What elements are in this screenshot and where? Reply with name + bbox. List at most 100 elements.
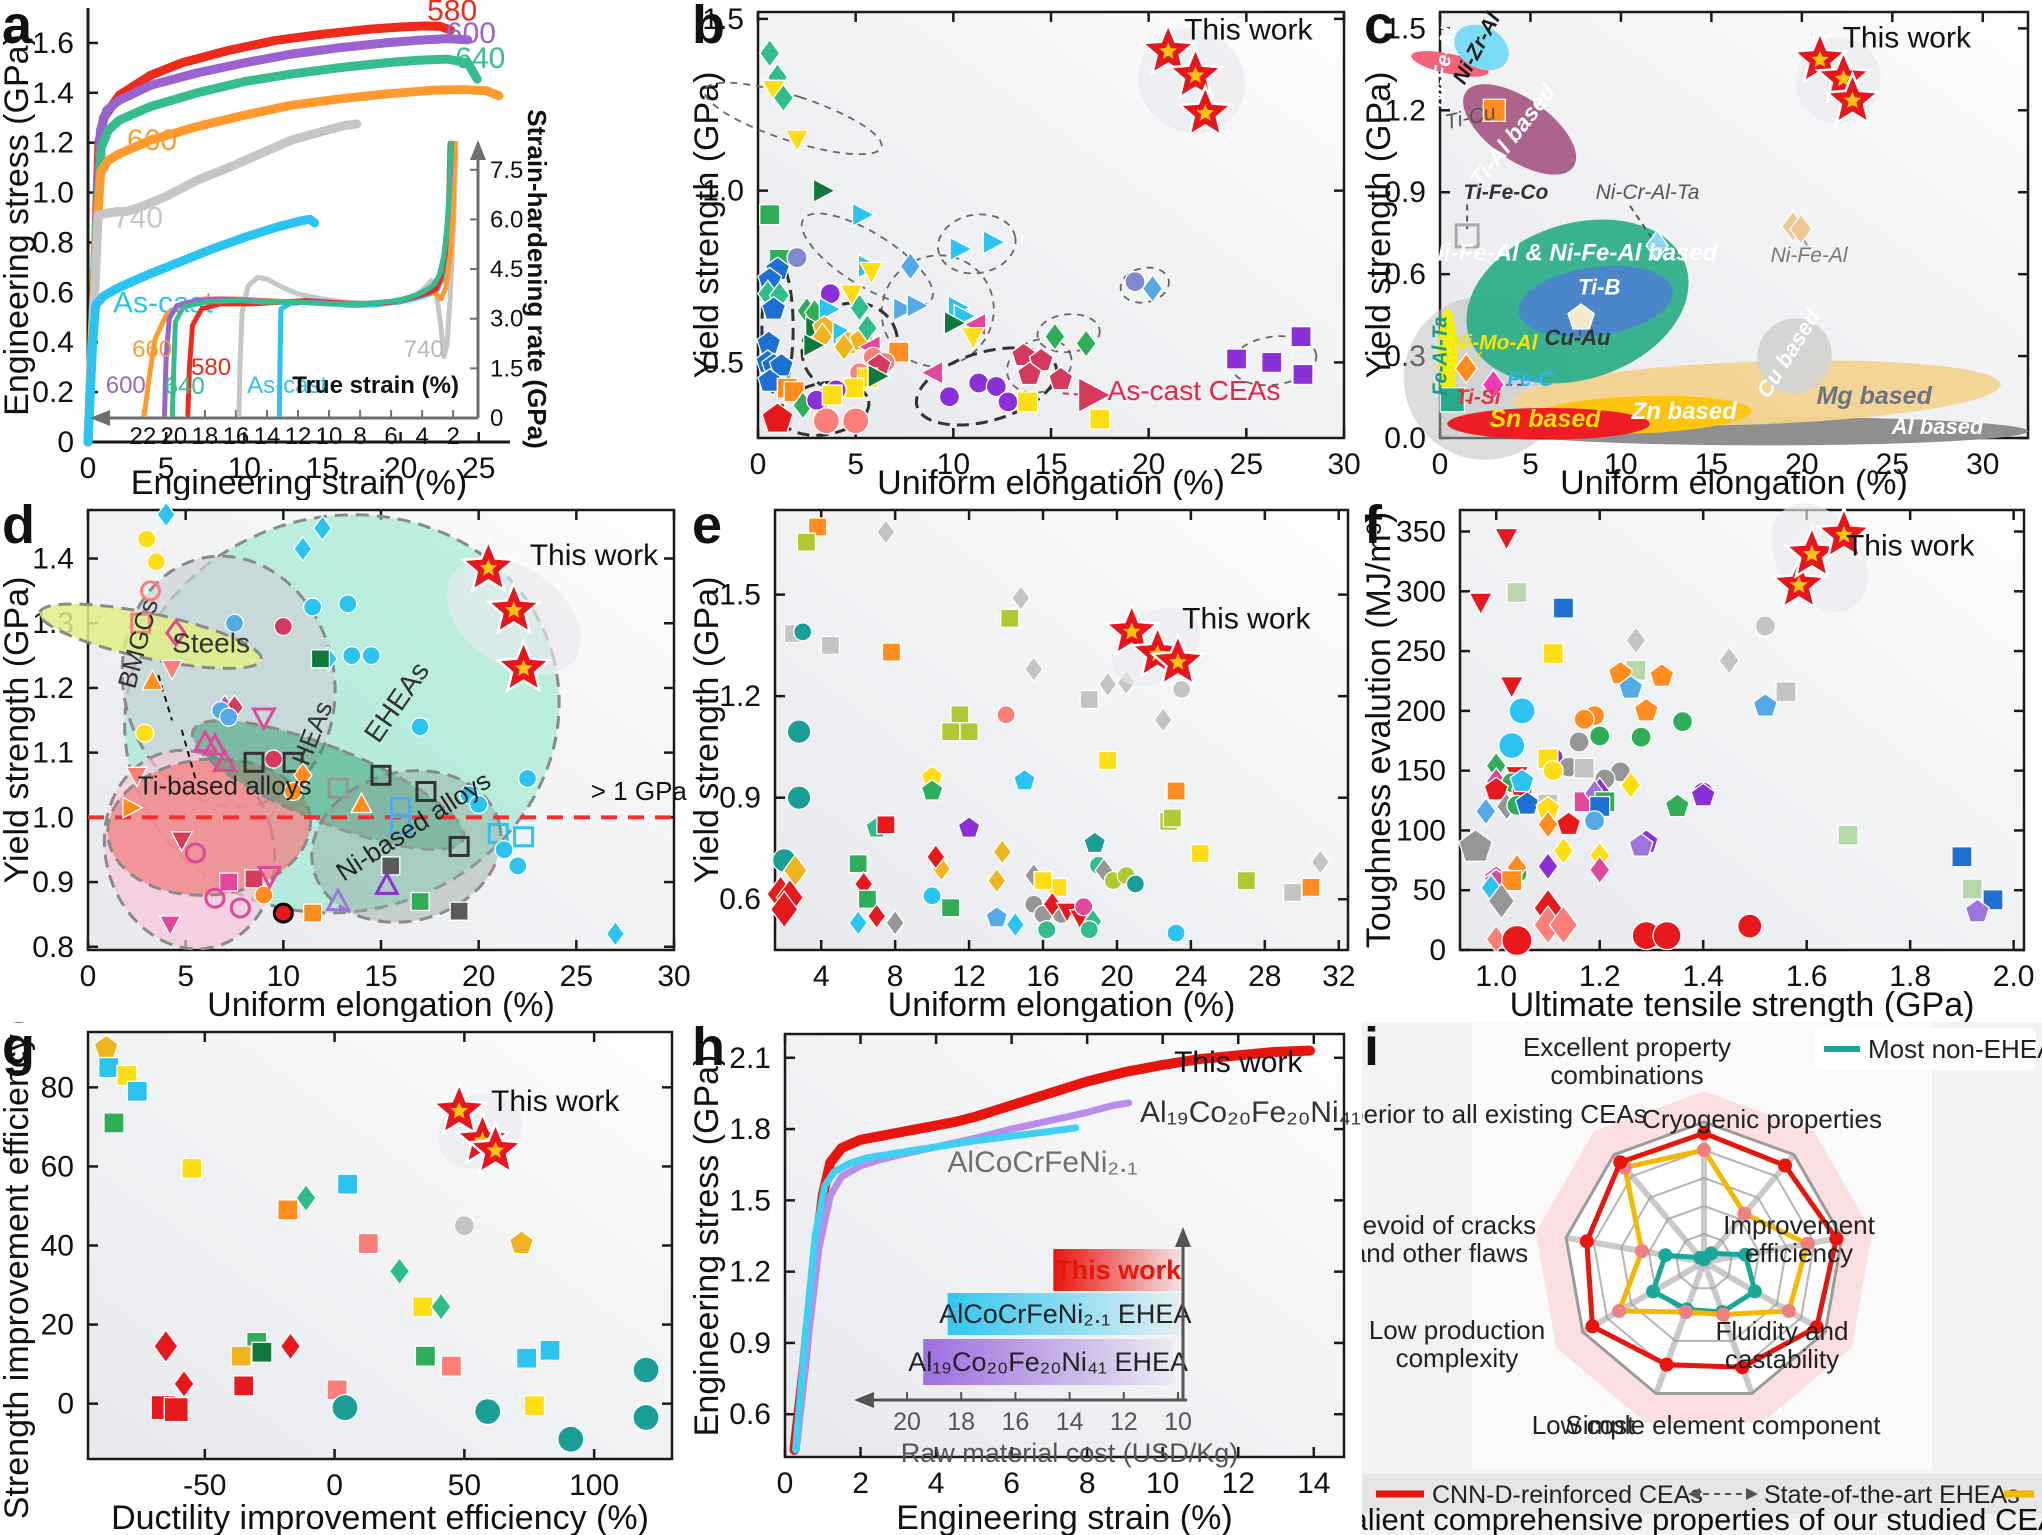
svg-text:0.6: 0.6 xyxy=(1384,258,1426,291)
svg-text:Ni-Cr-Al-Ta: Ni-Cr-Al-Ta xyxy=(1596,181,1700,204)
svg-text:20: 20 xyxy=(1132,448,1165,481)
svg-text:-50: -50 xyxy=(183,1469,226,1502)
svg-text:150: 150 xyxy=(1396,755,1446,788)
svg-text:20: 20 xyxy=(893,1408,921,1436)
svg-text:State-of-the-art EHEAs: State-of-the-art EHEAs xyxy=(1764,1481,2020,1509)
svg-text:10: 10 xyxy=(937,448,970,481)
svg-text:6.0: 6.0 xyxy=(490,206,523,233)
svg-text:Most non-EHEAs: Most non-EHEAs xyxy=(1868,1034,2042,1064)
svg-text:14: 14 xyxy=(1297,1467,1330,1500)
svg-text:0: 0 xyxy=(80,960,97,993)
svg-text:5: 5 xyxy=(847,448,864,481)
svg-text:1.5: 1.5 xyxy=(1384,12,1426,45)
svg-text:4: 4 xyxy=(928,1467,945,1500)
svg-text:Al₁₉Co₂₀Fe₂₀Ni₄₁: Al₁₉Co₂₀Fe₂₀Ni₄₁ xyxy=(1140,1096,1361,1129)
svg-text:350: 350 xyxy=(1396,516,1446,549)
svg-text:This work: This work xyxy=(1182,602,1311,635)
svg-text:Engineering strain (%): Engineering strain (%) xyxy=(896,1499,1232,1535)
svg-text:16: 16 xyxy=(1001,1408,1029,1436)
svg-text:0: 0 xyxy=(1429,934,1446,967)
svg-text:Ti-B: Ti-B xyxy=(1578,275,1620,300)
svg-text:0.9: 0.9 xyxy=(719,782,761,815)
svg-text:1.0: 1.0 xyxy=(702,175,744,208)
svg-text:20: 20 xyxy=(384,452,417,485)
svg-text:This work: This work xyxy=(1055,1255,1182,1285)
panel-f-chart: 1.0 1.2 1.4 1.6 1.8 2.0 0 50 100 150 200 250 300 350 U… xyxy=(1362,503,2035,1022)
svg-text:Uniform elongation (%): Uniform elongation (%) xyxy=(888,986,1236,1022)
svg-text:1.4: 1.4 xyxy=(32,77,74,110)
svg-text:25: 25 xyxy=(462,452,495,485)
svg-text:10: 10 xyxy=(267,960,300,993)
svg-text:Yield strength (GPa): Yield strength (GPa) xyxy=(0,577,36,884)
svg-text:2.0: 2.0 xyxy=(1993,960,2035,993)
svg-text:1.0: 1.0 xyxy=(1475,960,1517,993)
svg-text:4: 4 xyxy=(813,960,830,993)
svg-text:Al based: Al based xyxy=(1891,414,1984,439)
svg-text:80: 80 xyxy=(41,1071,74,1104)
svg-text:Ni-Fe-Al & Ni-Fe-Al based: Ni-Fe-Al & Ni-Fe-Al based xyxy=(1427,240,1719,267)
panel-i-chart: Excellent property combinations Cryogenic … xyxy=(1362,1022,2042,1535)
svg-text:25: 25 xyxy=(1230,448,1263,481)
svg-text:10: 10 xyxy=(316,423,343,450)
svg-text:0: 0 xyxy=(80,452,97,485)
svg-text:14: 14 xyxy=(1056,1408,1084,1436)
svg-text:20: 20 xyxy=(161,423,188,450)
svg-text:0.2: 0.2 xyxy=(32,376,74,409)
svg-text:3.0: 3.0 xyxy=(490,306,523,333)
svg-text:6: 6 xyxy=(384,423,397,450)
svg-text:24: 24 xyxy=(1174,960,1207,993)
svg-text:5: 5 xyxy=(158,452,175,485)
svg-text:AlCoCrFeNi₂.₁ EHEA: AlCoCrFeNi₂.₁ EHEA xyxy=(939,1299,1191,1329)
svg-text:640: 640 xyxy=(165,373,205,400)
svg-text:This work: This work xyxy=(491,1085,620,1118)
svg-text:15: 15 xyxy=(364,960,397,993)
svg-text:32: 32 xyxy=(1322,960,1355,993)
svg-text:16: 16 xyxy=(1026,960,1059,993)
svg-text:25: 25 xyxy=(1876,448,1909,481)
svg-text:Ti-Si: Ti-Si xyxy=(1455,386,1501,409)
panel-letter-f: f xyxy=(1364,495,1382,555)
panel-letter-g: g xyxy=(2,1017,35,1077)
svg-text:50: 50 xyxy=(1413,874,1446,907)
svg-text:0: 0 xyxy=(57,426,74,459)
svg-text:Uniform elongation (%): Uniform elongation (%) xyxy=(207,986,555,1022)
svg-text:1.2: 1.2 xyxy=(1579,960,1621,993)
svg-text:Raw material cost (USD/Kg): Raw material cost (USD/Kg) xyxy=(901,1438,1239,1468)
svg-text:0.0: 0.0 xyxy=(1384,422,1426,455)
svg-text:0.4: 0.4 xyxy=(32,326,74,359)
svg-text:16: 16 xyxy=(223,423,250,450)
svg-text:600: 600 xyxy=(106,372,146,399)
svg-text:Engineering stress (GPa): Engineering stress (GPa) xyxy=(690,1055,726,1437)
svg-text:1.0: 1.0 xyxy=(32,177,74,210)
svg-text:Salient comprehensive properti: Salient comprehensive properties of our … xyxy=(1362,1502,2042,1535)
panel-d-chart: 0510152025300.80.91.01.11.21.31.4Uniform… xyxy=(0,501,690,1022)
svg-text:4: 4 xyxy=(415,423,428,450)
svg-text:1.2: 1.2 xyxy=(719,680,761,713)
panel-letter-c: c xyxy=(1364,0,1395,55)
svg-text:1.2: 1.2 xyxy=(32,672,74,705)
svg-text:5: 5 xyxy=(177,960,194,993)
svg-text:Engineering stress (GPa): Engineering stress (GPa) xyxy=(0,34,36,416)
svg-text:Superior to all existing CEAs: Superior to all existing CEAs xyxy=(1362,1099,1647,1129)
svg-text:0: 0 xyxy=(490,405,503,432)
panel-letter-a: a xyxy=(2,0,33,55)
svg-text:0.9: 0.9 xyxy=(729,1327,771,1360)
svg-text:10: 10 xyxy=(1164,1408,1192,1436)
svg-text:50: 50 xyxy=(448,1469,481,1502)
svg-text:As-cast CEAs: As-cast CEAs xyxy=(1108,375,1281,406)
svg-text:60: 60 xyxy=(41,1150,74,1183)
svg-text:Toughness evalution (MJ/m³): Toughness evalution (MJ/m³) xyxy=(1362,512,1398,949)
panel-g: -50 0 50 100 0 20 40 60 80 Ductility improvement … xyxy=(0,1017,690,1535)
svg-text:22: 22 xyxy=(129,423,156,450)
svg-text:This work: This work xyxy=(1846,529,1975,562)
panel-a-chart: 0 5 10 15 20 2500.20.40.60.81.01.21.41.6Engin… xyxy=(0,0,552,500)
svg-text:AlCoCrFeNi₂.₁: AlCoCrFeNi₂.₁ xyxy=(947,1146,1137,1179)
svg-text:10: 10 xyxy=(1604,448,1637,481)
svg-text:15: 15 xyxy=(1695,448,1728,481)
svg-text:Strain-hardening rate (GPa): Strain-hardening rate (GPa) xyxy=(522,109,552,449)
svg-text:12: 12 xyxy=(1110,1408,1138,1436)
